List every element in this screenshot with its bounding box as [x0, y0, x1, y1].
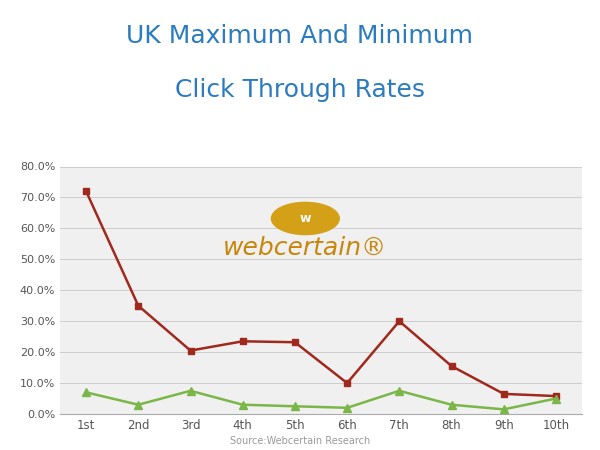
- Text: UK Maximum And Minimum: UK Maximum And Minimum: [127, 24, 473, 48]
- Text: Click Through Rates: Click Through Rates: [175, 78, 425, 102]
- Circle shape: [271, 202, 339, 234]
- Text: webcertain®: webcertain®: [223, 236, 388, 260]
- Text: Source:Webcertain Research: Source:Webcertain Research: [230, 436, 370, 446]
- Text: w: w: [299, 212, 311, 225]
